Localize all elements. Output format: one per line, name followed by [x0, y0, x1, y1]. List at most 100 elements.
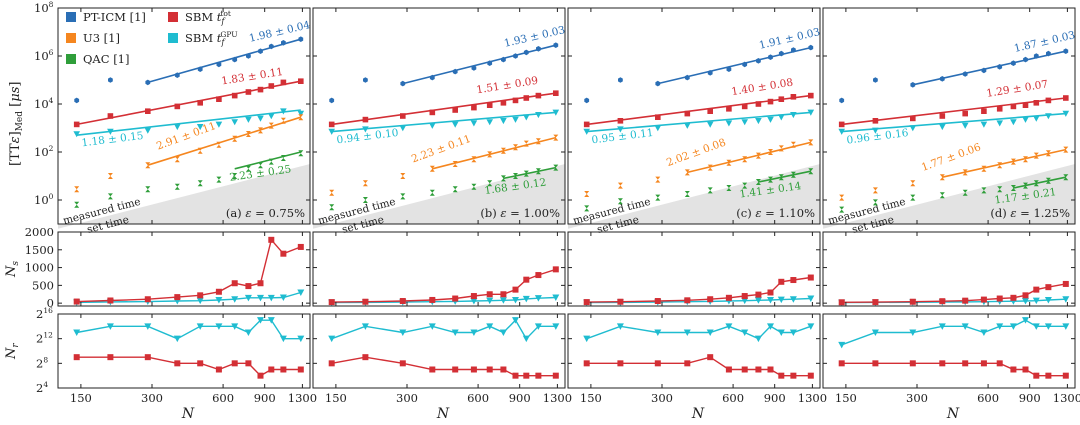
fit-line-u3 [942, 148, 1066, 178]
tts-point-qac [778, 174, 784, 181]
mid-y-tick-label: 1500 [25, 243, 54, 257]
tts-point-sbm_tot [231, 92, 238, 99]
nr-point-sbm_tot [73, 354, 80, 361]
nr-point-sbm_gpu [961, 323, 969, 330]
tts-point-sbm_tot [1010, 103, 1017, 110]
nr-line-sbm_gpu [586, 325, 812, 340]
nr-point-sbm_tot [1045, 372, 1052, 379]
nr-point-sbm_gpu [616, 323, 624, 330]
ns-point-sbm_gpu [256, 294, 264, 302]
tts-point-ptcim [232, 56, 238, 63]
tts-point-ptcim [756, 58, 761, 64]
tts-point-sbm_gpu [245, 116, 252, 123]
nr-point-sbm_tot [268, 366, 275, 373]
legend-swatch-sbm_gpu [168, 33, 178, 43]
nr-point-sbm_gpu [1062, 323, 1070, 330]
tts-point-sbm_gpu [399, 125, 407, 132]
ns-point-sbm_gpu [766, 296, 774, 304]
ns-point-sbm_tot [909, 298, 916, 305]
x-tick-label: 1300 [798, 391, 827, 405]
tts-point-sbm_tot [790, 94, 797, 100]
tts-point-qac [232, 173, 238, 179]
axes-frame-top [57, 7, 311, 225]
tts-point-u3 [910, 180, 916, 187]
nr-point-sbm_gpu [279, 335, 287, 343]
tts-point-u3 [684, 169, 690, 176]
nr-point-sbm_tot [231, 360, 238, 367]
fit-line-sbm_gpu [331, 111, 556, 133]
ns-point-sbm_tot [297, 243, 304, 250]
tts-point-ptcim [471, 65, 477, 71]
nr-point-sbm_gpu [534, 323, 542, 330]
nr-point-sbm_tot [452, 366, 459, 373]
nr-point-sbm_gpu [215, 323, 223, 330]
x-tick-label: 600 [467, 391, 489, 405]
bot-y-axis-label: Nr [4, 343, 21, 360]
tts-point-sbm_gpu [1062, 110, 1070, 117]
bot-y-tick-label: 212 [36, 331, 53, 346]
nr-point-sbm_tot [939, 360, 946, 367]
tts-point-ptcim [536, 46, 541, 52]
fit-line-u3 [432, 136, 557, 170]
tts-point-u3 [280, 117, 286, 124]
tts-point-sbm_tot [535, 92, 542, 99]
nr-point-sbm_gpu [706, 329, 714, 336]
nr-point-sbm_gpu [451, 329, 459, 336]
nr-point-sbm_gpu [583, 335, 591, 343]
tts-point-qac [1033, 180, 1039, 187]
axes-frame-mid [312, 231, 566, 307]
tts-point-qac [197, 180, 203, 187]
nr-point-sbm_tot [144, 354, 151, 361]
tts-point-qac [1022, 182, 1028, 189]
tts-point-qac [298, 150, 304, 157]
ns-point-sbm_tot [684, 297, 691, 304]
nr-point-sbm_tot [807, 372, 814, 379]
tts-point-ptcim [258, 48, 263, 54]
exponent-label-sbm_tot: 1.40 ± 0.08 [731, 77, 794, 99]
nr-point-sbm_gpu [807, 323, 815, 330]
nr-point-sbm_tot [872, 360, 879, 367]
nr-point-sbm_tot [790, 372, 797, 379]
ns-point-sbm_gpu [754, 297, 762, 304]
top-y-tick-label: 102 [34, 144, 54, 159]
tts-point-sbm_tot [328, 121, 335, 128]
tts-point-qac [523, 170, 529, 177]
tts-point-sbm_gpu [706, 121, 714, 128]
mid-y-tick-label: 0 [47, 296, 54, 310]
nr-point-sbm_tot [500, 366, 507, 373]
nr-point-sbm_tot [535, 372, 542, 379]
tts-point-sbm_gpu [535, 112, 542, 119]
tts-point-sbm_tot [939, 113, 946, 119]
tts-point-qac [790, 171, 796, 178]
nr-point-sbm_tot [838, 360, 845, 367]
tts-point-sbm_gpu [280, 108, 287, 115]
tts-point-sbm_tot [655, 114, 661, 120]
fit-line-ptcim [402, 44, 557, 85]
ns-point-sbm_gpu [807, 295, 815, 303]
tts-point-sbm_tot [741, 103, 748, 110]
ns-point-sbm_tot [512, 286, 519, 293]
ns-point-sbm_tot [523, 276, 530, 283]
axes-frame-bot [57, 313, 311, 389]
nr-point-sbm_tot [741, 366, 748, 373]
ns-line-sbm_tot [586, 276, 811, 303]
nr-point-sbm_gpu [511, 317, 519, 324]
tts-point-qac [452, 186, 458, 193]
ns-point-sbm_gpu [789, 296, 797, 303]
tts-point-ptcim [1046, 50, 1051, 57]
nr-point-sbm_gpu [470, 329, 478, 336]
tts-point-sbm_gpu [1010, 119, 1017, 126]
tts-point-sbm_tot [145, 108, 151, 114]
tts-point-sbm_gpu [522, 114, 530, 121]
tts-point-qac [471, 183, 477, 190]
nr-point-sbm_gpu [361, 323, 369, 330]
x-tick-label: 900 [254, 391, 276, 405]
tts-point-ptcim [429, 74, 435, 81]
tts-point-u3 [778, 145, 784, 152]
ns-point-sbm_tot [535, 272, 542, 279]
ns-point-sbm_tot [617, 298, 624, 305]
nr-point-sbm_gpu [909, 329, 917, 336]
tts-point-qac [872, 199, 878, 206]
nr-point-sbm_tot [174, 360, 181, 367]
